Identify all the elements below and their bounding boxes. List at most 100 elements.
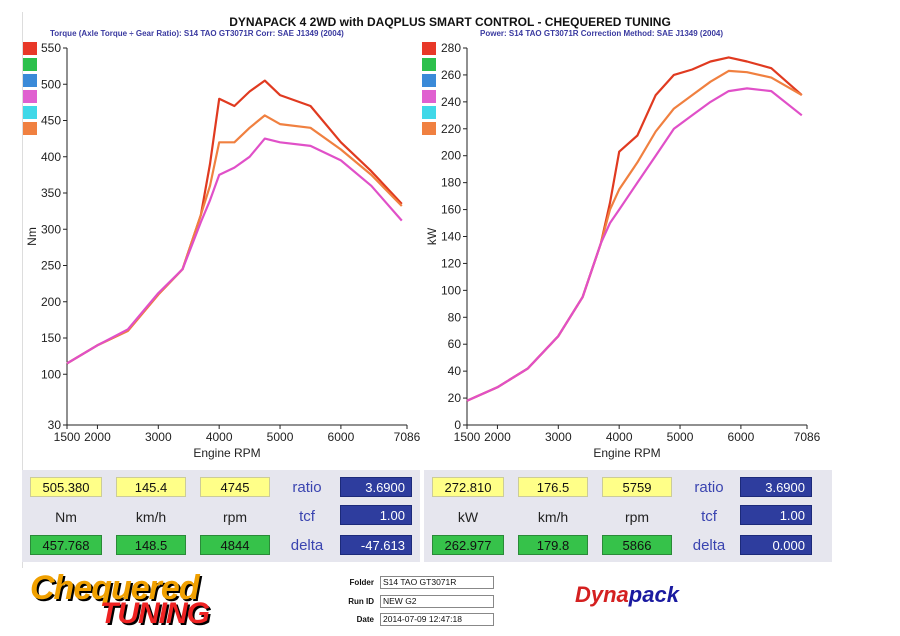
y-tick-label: 250 <box>41 259 61 273</box>
y-tick-label: 160 <box>441 203 461 217</box>
y-tick-label: 200 <box>41 295 61 309</box>
legend-swatch[interactable] <box>23 122 37 135</box>
x-tick-label: 1500 <box>54 430 81 444</box>
legend-swatch[interactable] <box>23 90 37 103</box>
date-label: Date <box>356 615 374 624</box>
brand-part2: pack <box>628 582 679 607</box>
tcf-label: tcf <box>299 508 315 525</box>
y-tick-label: 400 <box>41 150 61 164</box>
legend-swatch[interactable] <box>23 74 37 87</box>
x-tick-label: 4000 <box>206 430 233 444</box>
date-value: 2014-07-09 12:47:18 <box>380 613 494 626</box>
legend-swatch[interactable] <box>422 74 436 87</box>
y-tick-label: 60 <box>448 337 462 351</box>
power-max-value: 272.810 <box>432 477 504 497</box>
unit-nm: Nm <box>55 509 77 525</box>
y-tick-label: 200 <box>441 149 461 163</box>
y-tick-label: 0 <box>454 418 461 432</box>
torque-subtitle: Torque (Axle Torque ÷ Gear Ratio): S14 T… <box>50 29 344 38</box>
power-max-rpm: 5759 <box>602 477 672 497</box>
x-tick-label: 7086 <box>394 430 421 444</box>
page-title: DYNAPACK 4 2WD with DAQPLUS SMART CONTRO… <box>229 15 671 29</box>
power-compare-speed: 179.8 <box>518 535 588 555</box>
chequered-tuning-logo: Chequered TUNING <box>30 569 210 630</box>
right-legend-swatches <box>422 42 436 138</box>
series-line-red <box>66 79 403 365</box>
unit-kmh: km/h <box>135 509 167 525</box>
x-tick-label: 2000 <box>484 430 511 444</box>
y-tick-label: 240 <box>441 95 461 109</box>
legend-swatch[interactable] <box>23 42 37 55</box>
y-tick-label: 100 <box>41 367 61 381</box>
y-tick-label: 180 <box>441 176 461 190</box>
series-line-pink <box>66 137 403 365</box>
run-id-label: Run ID <box>348 597 374 606</box>
x-tick-label: 5000 <box>667 430 694 444</box>
y-tick-label: 550 <box>41 41 61 55</box>
y-tick-label: 30 <box>48 418 62 432</box>
legend-swatch[interactable] <box>23 58 37 71</box>
y-tick-label: 300 <box>41 222 61 236</box>
y-tick-label: 280 <box>441 41 461 55</box>
unit-rpm: rpm <box>222 509 248 525</box>
y-tick-label: 140 <box>441 230 461 244</box>
power-subtitle: Power: S14 TAO GT3071R Correction Method… <box>480 29 724 38</box>
x-tick-label: 6000 <box>728 430 755 444</box>
y-tick-label: 500 <box>41 77 61 91</box>
folder-value: S14 TAO GT3071R <box>380 576 494 589</box>
x-tick-label: 1500 <box>454 430 481 444</box>
series-line-red <box>466 56 803 402</box>
torque-max-speed: 145.4 <box>116 477 186 497</box>
torque-compare-value: 457.768 <box>30 535 102 555</box>
power-compare-rpm: 5866 <box>602 535 672 555</box>
ratio-value: 3.6900 <box>340 477 412 497</box>
y-tick-label: 350 <box>41 186 61 200</box>
brand-part1: Dyna <box>575 582 629 607</box>
legend-swatch[interactable] <box>422 122 436 135</box>
x-tick-label: 6000 <box>328 430 355 444</box>
unit-rpm: rpm <box>624 509 650 525</box>
tcf-value: 1.00 <box>340 505 412 525</box>
power-chart: 0 20 40 60 80 100 120 140 160 180 200 220 240 260 280 1… <box>425 41 821 460</box>
x-tick-label: 4000 <box>606 430 633 444</box>
delta-value: 0.000 <box>740 535 812 555</box>
y-tick-label: 220 <box>441 122 461 136</box>
y-axis-label: kW <box>425 227 439 245</box>
torque-chart: 30 100 150 200 250 300 350 400 450 500 550 1500 2000… <box>25 41 421 460</box>
legend-swatch[interactable] <box>422 58 436 71</box>
y-tick-label: 20 <box>448 391 462 405</box>
folder-label: Folder <box>349 578 374 587</box>
x-tick-label: 3000 <box>145 430 172 444</box>
series-line-pink <box>466 87 803 402</box>
power-max-speed: 176.5 <box>518 477 588 497</box>
x-axis-label: Engine RPM <box>593 446 660 460</box>
series-line-orange <box>466 69 803 402</box>
x-tick-label: 2000 <box>84 430 111 444</box>
x-tick-label: 5000 <box>267 430 294 444</box>
torque-readout-panel: 505.380 145.4 4745 Nm km/h rpm 457.768 1… <box>22 470 420 562</box>
delta-value: -47.613 <box>340 535 412 555</box>
x-axis-label: Engine RPM <box>193 446 260 460</box>
delta-label: delta <box>692 537 726 554</box>
logo-line1: Chequered <box>30 569 200 607</box>
legend-swatch[interactable] <box>422 90 436 103</box>
legend-swatch[interactable] <box>422 42 436 55</box>
ratio-value: 3.6900 <box>740 477 812 497</box>
power-compare-value: 262.977 <box>432 535 504 555</box>
y-tick-label: 100 <box>441 283 461 297</box>
delta-label: delta <box>290 537 324 554</box>
unit-kw: kW <box>457 509 479 525</box>
torque-compare-rpm: 4844 <box>200 535 270 555</box>
legend-swatch[interactable] <box>422 106 436 119</box>
y-tick-label: 150 <box>41 331 61 345</box>
dynapack-logo: Dynapack <box>575 582 679 608</box>
y-tick-label: 120 <box>441 256 461 270</box>
x-tick-label: 3000 <box>545 430 572 444</box>
y-axis-label: Nm <box>25 227 39 246</box>
torque-max-rpm: 4745 <box>200 477 270 497</box>
y-tick-label: 80 <box>448 310 462 324</box>
x-tick-label: 7086 <box>794 430 821 444</box>
legend-swatch[interactable] <box>23 106 37 119</box>
y-tick-label: 260 <box>441 68 461 82</box>
logo-line2: TUNING <box>100 597 210 630</box>
